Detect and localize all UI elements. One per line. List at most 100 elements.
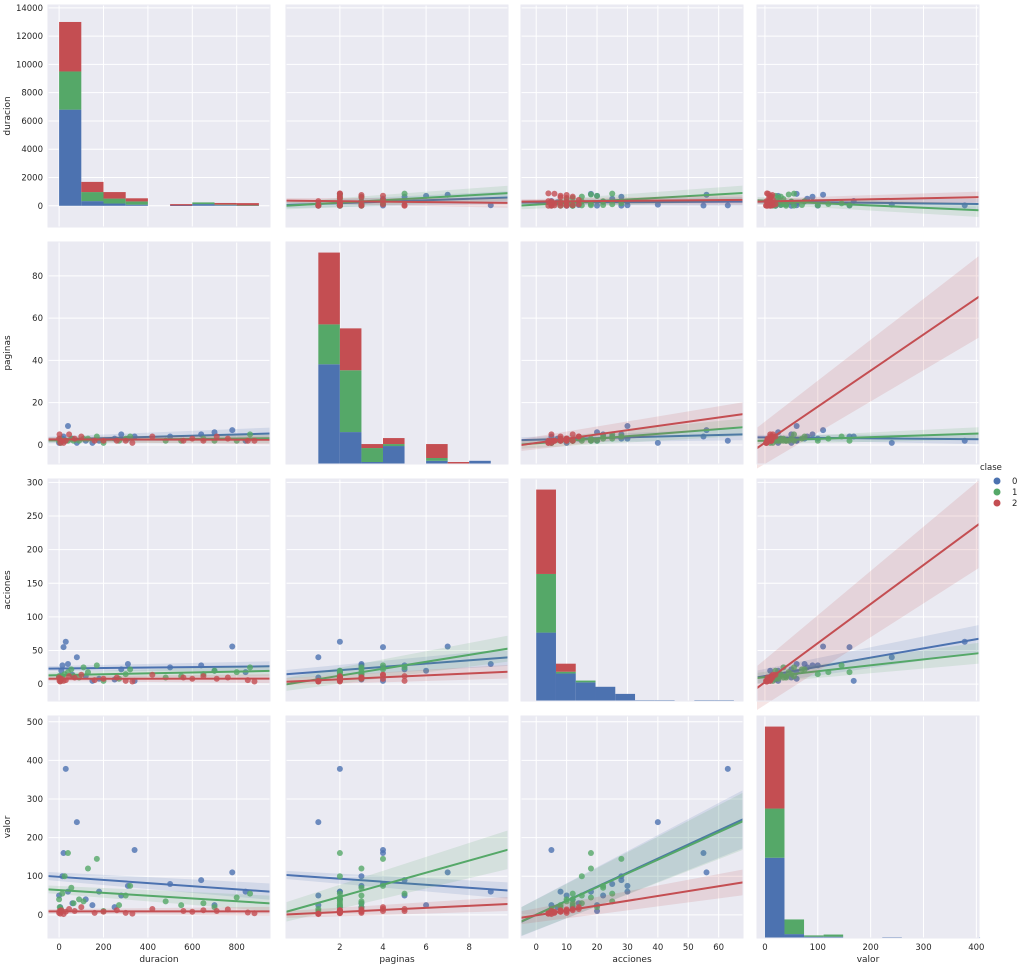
x-tick-label: 2	[337, 943, 342, 953]
y-tick-label: 4000	[21, 145, 43, 155]
scatter-point-class-1	[379, 855, 386, 862]
scatter-point-class-0	[820, 643, 827, 650]
scatter-point-class-0	[336, 638, 343, 645]
hist-bar-duracion-class-1-bin-2	[103, 198, 126, 204]
scatter-point-class-2	[66, 673, 73, 680]
scatter-point-class-1	[618, 855, 625, 862]
x-tick-label: 400	[968, 943, 984, 953]
scatter-point-class-0	[73, 654, 80, 661]
scatter-point-class-1	[247, 664, 254, 671]
hist-bar-duracion-class-0-bin-3	[125, 204, 148, 206]
panel-paginas-vs-paginas	[285, 241, 509, 465]
y-tick-label: 14000	[16, 4, 43, 14]
hist-bar-duracion-class-1-bin-7	[214, 204, 237, 206]
regression-line-class-1	[285, 192, 509, 207]
hist-bar-duracion-class-0-bin-0	[59, 109, 82, 206]
scatter-point-class-0	[724, 765, 731, 772]
hist-bar-duracion-class-0-bin-7	[214, 205, 237, 206]
scatter-point-class-0	[487, 202, 494, 209]
regression-line-class-1	[756, 432, 980, 442]
scatter-point-class-2	[569, 193, 576, 200]
regression-line-class-2	[285, 670, 509, 683]
scatter-point-class-1	[587, 850, 594, 857]
scatter-point-class-0	[624, 422, 631, 429]
y-tick-label: 20	[32, 399, 43, 409]
legend: clase 0 1 2	[980, 463, 1017, 509]
scatter-point-class-1	[68, 884, 75, 891]
y-tick-label: 6000	[21, 117, 43, 127]
y-tick-label: 200	[27, 834, 43, 844]
scatter-point-class-1	[80, 898, 87, 905]
panel-background	[286, 5, 508, 227]
scatter-point-class-0	[358, 873, 365, 880]
scatter-point-class-0	[654, 819, 661, 826]
panel-valor-vs-acciones: 0 10 20 30 40 50 60 acciones	[520, 715, 744, 965]
hist-bar-acciones-class-1-bin-0	[536, 573, 556, 633]
ci-band-class-0	[757, 624, 979, 685]
scatter-point-class-1	[56, 896, 63, 903]
panel-duracion-vs-paginas	[285, 4, 509, 228]
hist-bar-acciones-class-0-bin-3	[595, 686, 616, 701]
hist-bar-valor-class-0-bin-0	[764, 857, 785, 938]
panel-paginas-vs-duracion: 0 20 40 60 80 paginas	[3, 241, 271, 465]
scatter-point-class-1	[801, 433, 808, 440]
x-tick-label: 0	[762, 943, 767, 953]
regression-line-class-1	[285, 848, 509, 913]
scatter-point-class-1	[70, 900, 77, 907]
scatter-point-class-2	[569, 431, 576, 438]
y-tick-label: 500	[27, 718, 43, 728]
y-axis-label-duracion: duracion	[3, 96, 13, 135]
hist-bar-duracion-class-1-bin-3	[125, 201, 148, 205]
scatter-point-class-2	[66, 431, 73, 438]
panel-acciones-vs-valor	[756, 478, 980, 710]
panel-frame	[47, 478, 271, 702]
hist-bar-valor-class-1-bin-0	[764, 808, 785, 858]
y-tick-label: 40	[32, 356, 43, 366]
legend-marker-1	[993, 488, 1001, 496]
scatter-point-class-1	[609, 201, 616, 208]
hist-bar-acciones-class-0-bin-2	[575, 682, 596, 701]
x-tick-label: 200	[863, 943, 879, 953]
hist-bar-paginas-class-0-bin-3	[382, 446, 405, 464]
scatter-point-class-1	[358, 900, 365, 907]
panel-duracion-vs-duracion: 0 2000 4000 6000 8000 10000 12000 14000 duracion	[3, 4, 271, 228]
hist-bar-duracion-class-2-bin-2	[103, 192, 126, 199]
scatter-point-class-2	[251, 678, 258, 685]
scatter-point-class-0	[198, 877, 205, 884]
ci-band-class-2	[757, 255, 979, 469]
scatter-point-class-2	[358, 201, 365, 208]
x-tick-label: 20	[592, 943, 603, 953]
panel-frame	[285, 715, 509, 939]
y-tick-label: 100	[27, 613, 43, 623]
hist-bar-valor-class-1-bin-3	[823, 934, 844, 937]
scatter-point-class-0	[724, 437, 731, 444]
hist-bar-paginas-class-1-bin-5	[426, 458, 448, 461]
hist-bar-duracion-class-2-bin-5	[170, 204, 193, 206]
panel-valor-vs-paginas: 2 4 6 8 paginas	[285, 715, 509, 965]
y-tick-label: 8000	[21, 89, 43, 99]
scatter-point-class-0	[600, 892, 607, 899]
legend-marker-2	[993, 499, 1001, 507]
panel-frame	[520, 478, 744, 702]
scatter-point-class-1	[814, 671, 821, 678]
scatter-point-class-1	[791, 431, 797, 438]
panel-background	[757, 5, 979, 227]
hist-bar-paginas-class-0-bin-0	[318, 364, 340, 464]
scatter-point-class-0	[423, 667, 430, 674]
panel-valor-vs-valor: 0 100 200 300 400 valor	[756, 715, 984, 965]
x-tick-label: 800	[229, 943, 245, 953]
scatter-point-class-0	[557, 888, 564, 895]
hist-bar-acciones-class-0-bin-1	[555, 673, 576, 701]
scatter-point-class-0	[700, 202, 707, 209]
ci-band-class-0	[48, 871, 270, 900]
scatter-point-class-0	[229, 869, 236, 876]
regression-line-class-2	[285, 199, 509, 204]
scatter-point-class-1	[127, 433, 134, 440]
regression-line-class-0	[47, 875, 271, 893]
hist-bar-acciones-class-0-bin-0	[536, 632, 556, 701]
regression-line-class-0	[285, 873, 509, 892]
scatter-point-class-0	[820, 191, 827, 198]
regression-line-class-1	[756, 199, 980, 212]
panel-background	[521, 242, 743, 464]
